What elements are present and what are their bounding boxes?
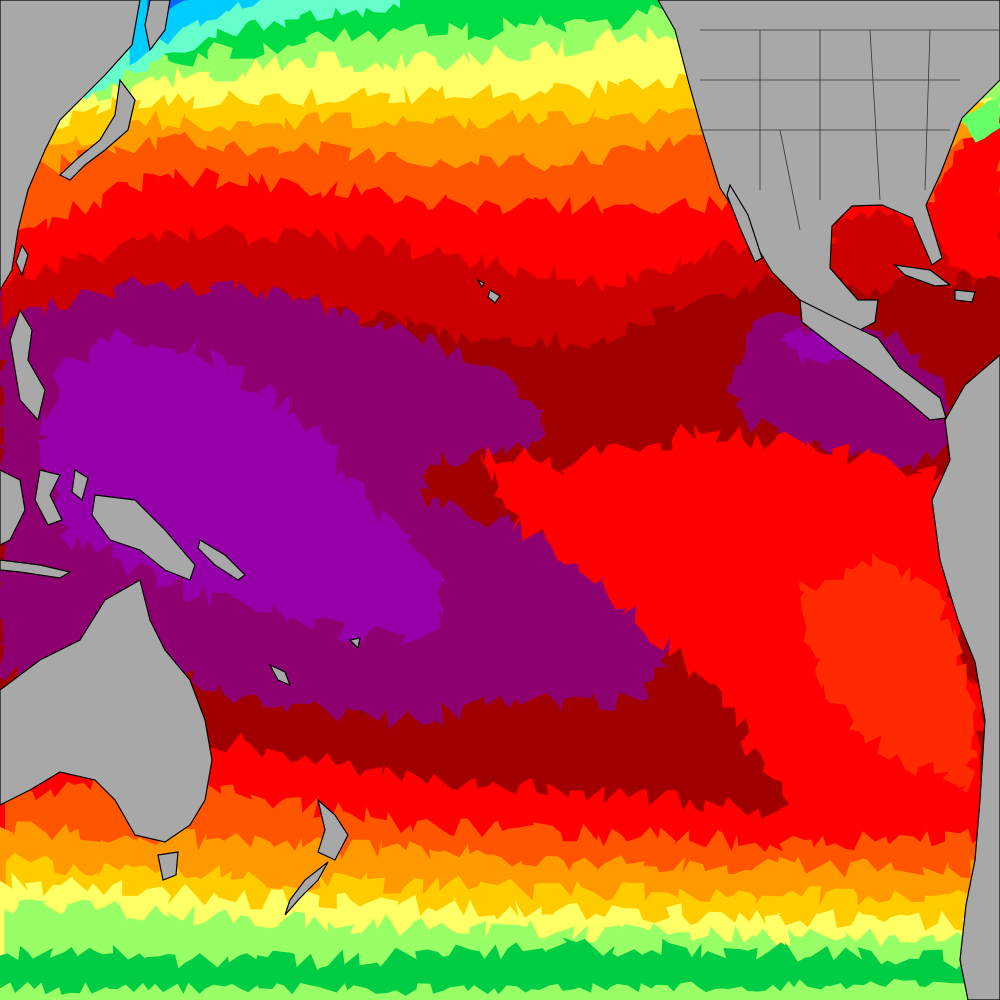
temperature-region bbox=[727, 300, 956, 472]
halmahera bbox=[71, 469, 89, 502]
new-zealand-north bbox=[316, 798, 349, 861]
temperature-region bbox=[831, 207, 927, 298]
baja-california bbox=[726, 183, 763, 263]
temperature-region bbox=[958, 94, 1000, 143]
temperature-band bbox=[0, 976, 1000, 1000]
temperature-region bbox=[37, 328, 448, 645]
tasmania bbox=[157, 851, 179, 881]
north-america bbox=[657, 0, 1000, 335]
sulawesi bbox=[34, 469, 63, 526]
taiwan bbox=[15, 243, 29, 277]
state-borders bbox=[700, 29, 1000, 231]
kamchatka bbox=[144, 0, 171, 52]
asia bbox=[0, 0, 141, 292]
temperature-band bbox=[0, 937, 1000, 1000]
new-zealand-south bbox=[284, 861, 329, 916]
cuba bbox=[893, 264, 952, 287]
australia bbox=[0, 579, 213, 843]
central-america bbox=[799, 298, 947, 421]
temperature-region bbox=[928, 108, 1000, 279]
philippines bbox=[9, 308, 46, 422]
lesser-sunda bbox=[0, 559, 72, 579]
japan bbox=[58, 78, 136, 181]
south-america bbox=[931, 354, 1000, 1000]
hispaniola bbox=[954, 289, 976, 303]
hawaii bbox=[476, 278, 501, 304]
borneo bbox=[0, 469, 26, 546]
temperature-region bbox=[798, 553, 980, 796]
new-caledonia bbox=[268, 663, 292, 687]
solomon-islands bbox=[197, 539, 246, 581]
new-guinea bbox=[91, 494, 196, 581]
fiji bbox=[348, 637, 361, 650]
